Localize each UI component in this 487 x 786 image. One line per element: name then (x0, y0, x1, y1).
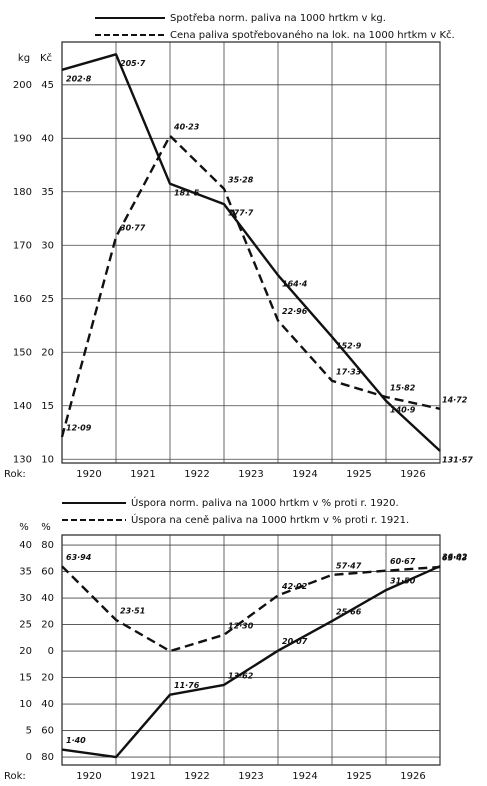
data-label: 12·30 (228, 621, 254, 630)
data-label: 13·62 (228, 671, 254, 680)
x-tick-label: 1921 (130, 469, 155, 480)
data-label: 205·7 (120, 59, 146, 68)
data-label: 57·47 (336, 561, 362, 570)
y-tick-label: 130 (13, 454, 32, 465)
data-label: 35·28 (228, 175, 254, 184)
y2-tick-label: 60 (41, 567, 54, 578)
x-tick-label: 1924 (292, 469, 317, 480)
y-tick-label: 160 (13, 294, 32, 305)
data-label: 40·23 (173, 122, 200, 131)
x-tick-label: 1922 (184, 469, 209, 480)
y-tick-label: 5 (26, 726, 32, 737)
y-tick-label: 0 (26, 752, 32, 763)
y2-tick-label: 45 (41, 80, 54, 91)
legend-label: Úspora na ceně paliva na 1000 hrtkm v % … (131, 513, 409, 526)
data-label: 63·43 (442, 554, 468, 563)
y-tick-label: 15 (19, 673, 32, 684)
data-label: 25·66 (336, 608, 362, 617)
data-line (61, 53, 441, 452)
data-label: 20·07 (282, 637, 308, 646)
legend-label: Cena paliva spotřebovaného na lok. na 10… (170, 29, 455, 41)
data-label: 60·67 (390, 557, 416, 566)
y-tick-label: 140 (13, 401, 32, 412)
data-label: 22·96 (282, 307, 308, 316)
data-line (60, 134, 441, 438)
data-label: 202·8 (66, 74, 92, 83)
data-label: 12·09 (66, 423, 92, 432)
y2-tick-label: 20 (41, 347, 54, 358)
y-axis-label: kg (18, 53, 30, 64)
data-label: 181·5 (174, 188, 200, 197)
y2-tick-label: 60 (41, 726, 54, 737)
y-tick-label: 180 (13, 187, 32, 198)
y2-tick-label: 30 (41, 240, 54, 251)
y2-tick-label: 40 (41, 593, 54, 604)
y-axis-label: % (19, 522, 29, 533)
x-tick-label: 1923 (238, 469, 263, 480)
x-tick-label: 1925 (346, 469, 371, 480)
y-tick-label: 190 (13, 133, 32, 144)
y-tick-label: 35 (19, 567, 32, 578)
y-tick-label: 200 (13, 80, 32, 91)
x-axis-label: Rok: (4, 771, 26, 782)
y-tick-label: 150 (13, 347, 32, 358)
y-tick-label: 10 (19, 699, 32, 710)
x-tick-label: 1920 (76, 469, 101, 480)
data-label: 131·57 (442, 455, 473, 464)
y2-axis-label: Kč (40, 52, 52, 64)
y2-tick-label: 40 (41, 133, 54, 144)
data-label: 140·9 (390, 405, 416, 414)
data-label: 164·4 (282, 280, 308, 289)
y-tick-label: 40 (19, 540, 32, 551)
data-line (61, 565, 441, 759)
data-label: 63·94 (66, 553, 92, 562)
x-tick-label: 1920 (76, 771, 101, 782)
x-tick-label: 1921 (130, 771, 155, 782)
y2-tick-label: 35 (41, 187, 54, 198)
x-tick-label: 1922 (184, 771, 209, 782)
y2-tick-label: 80 (41, 540, 54, 551)
y2-tick-label: 25 (41, 294, 54, 305)
x-tick-label: 1923 (238, 771, 263, 782)
data-label: 152·9 (336, 341, 362, 350)
data-label: 36·02 (442, 553, 468, 562)
y2-axis-label: % (41, 522, 51, 533)
data-label: 30·77 (120, 224, 146, 233)
data-label: 42·02 (281, 582, 308, 591)
data-label: 17·33 (336, 367, 362, 376)
x-tick-label: 1925 (346, 771, 371, 782)
y-tick-label: 170 (13, 240, 32, 251)
y2-tick-label: 80 (41, 752, 54, 763)
data-label: 14·72 (442, 395, 468, 404)
x-tick-label: 1926 (400, 469, 425, 480)
data-label: 23·51 (120, 606, 145, 615)
data-line (61, 565, 441, 653)
data-label: 1·40 (66, 736, 86, 745)
data-label: 177·7 (228, 209, 254, 218)
y-tick-label: 30 (19, 593, 32, 604)
y2-tick-label: 40 (41, 699, 54, 710)
data-label: 31·50 (390, 577, 416, 586)
y2-tick-label: 0 (48, 646, 54, 657)
x-tick-label: 1924 (292, 771, 317, 782)
y-tick-label: 25 (19, 620, 32, 631)
data-label: 11·76 (174, 681, 200, 690)
x-axis-label: Rok: (4, 469, 26, 480)
legend-label: Spotřeba norm. paliva na 1000 hrtkm v kg… (170, 12, 386, 24)
y2-tick-label: 10 (41, 454, 54, 465)
legend-label: Úspora norm. paliva na 1000 hrtkm v % pr… (131, 496, 399, 509)
data-label: 15·82 (390, 383, 416, 392)
y-tick-label: 20 (19, 646, 32, 657)
y2-tick-label: 20 (41, 673, 54, 684)
y2-tick-label: 20 (41, 620, 54, 631)
y2-tick-label: 15 (41, 401, 54, 412)
x-tick-label: 1926 (400, 771, 425, 782)
